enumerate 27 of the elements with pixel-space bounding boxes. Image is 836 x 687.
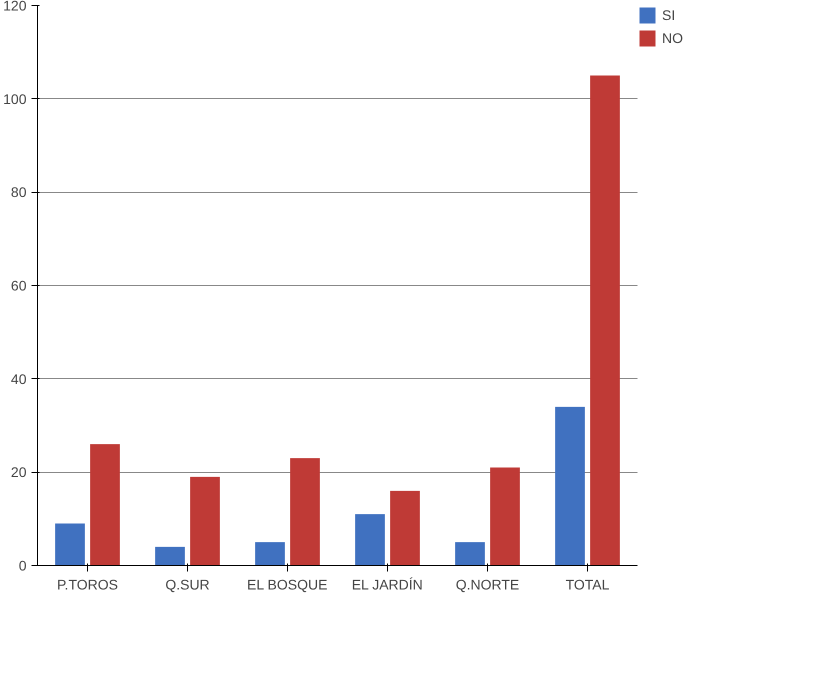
x-tick-label: EL BOSQUE	[247, 576, 328, 592]
x-tick-label: Q.NORTE	[456, 576, 520, 592]
bar	[155, 546, 185, 566]
y-tick-label: 80	[10, 184, 27, 200]
bar	[90, 444, 120, 566]
legend-label: NO	[662, 30, 683, 46]
bar	[490, 468, 520, 566]
y-tick-label: 60	[10, 278, 27, 294]
bar	[455, 542, 485, 566]
x-tick-label: EL JARDÍN	[352, 576, 423, 592]
x-tick-label: Q.SUR	[165, 576, 210, 592]
y-tick-label: 100	[3, 90, 27, 107]
x-tick-label: P.TOROS	[57, 576, 118, 592]
bar	[55, 524, 85, 566]
bar	[255, 542, 285, 566]
x-tick-label: TOTAL	[566, 576, 610, 592]
bar	[390, 490, 420, 566]
bar	[190, 476, 220, 566]
bar	[555, 406, 585, 566]
y-tick-label: 0	[18, 558, 27, 574]
bar	[590, 76, 620, 566]
y-tick-label: 20	[10, 464, 27, 480]
y-tick-label: 120	[3, 0, 27, 14]
y-tick-label: 40	[10, 370, 27, 387]
bar	[290, 458, 320, 566]
bar	[355, 514, 385, 566]
legend-label: SI	[662, 7, 676, 23]
